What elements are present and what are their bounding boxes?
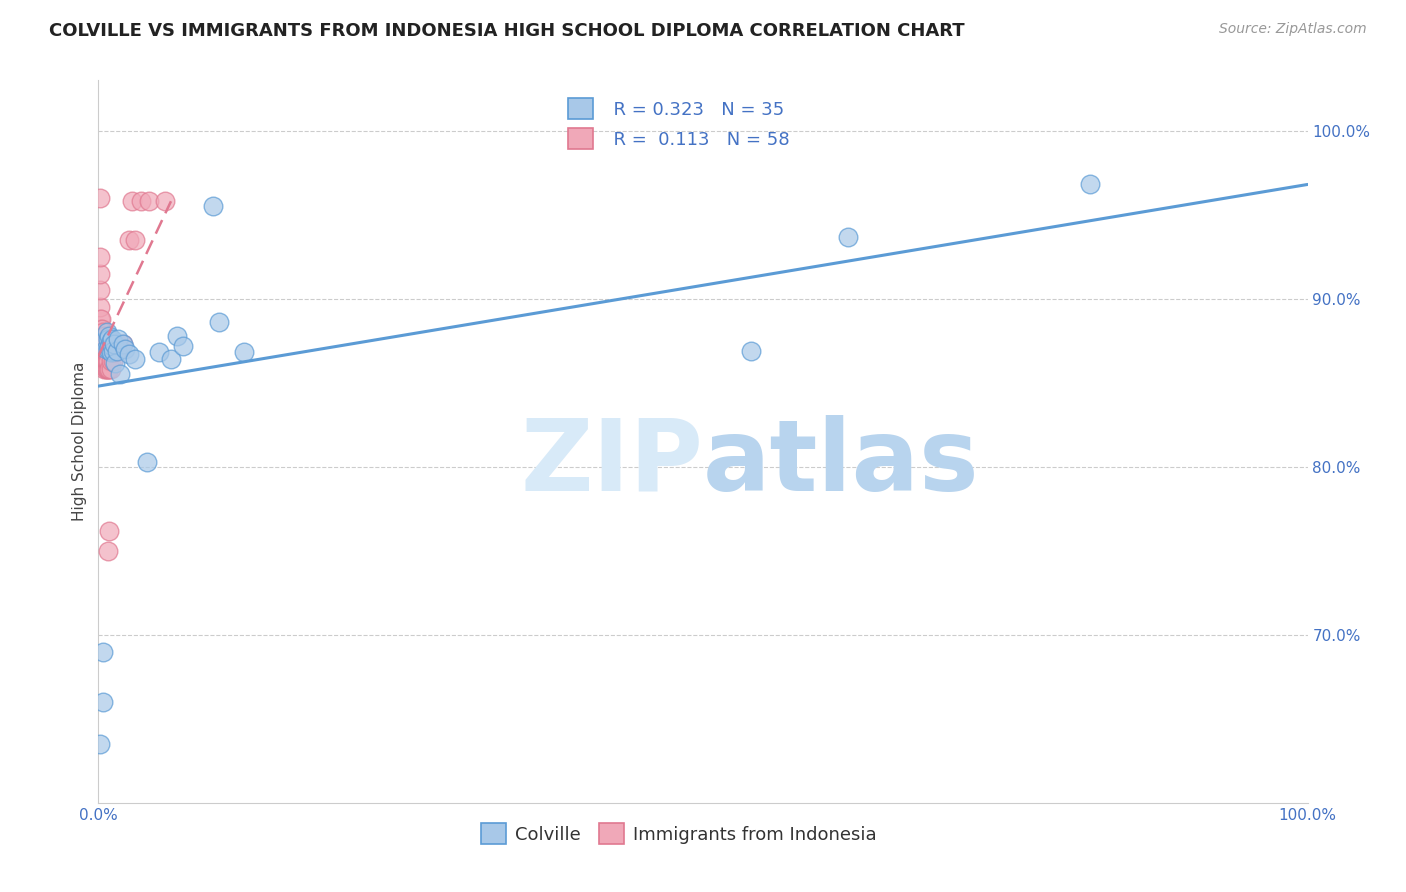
Point <box>98 524 121 538</box>
Point <box>97 362 120 376</box>
Text: atlas: atlas <box>703 415 980 512</box>
Text: ZIP: ZIP <box>520 415 703 512</box>
Point <box>138 194 160 209</box>
Point <box>91 342 114 356</box>
Point <box>104 342 127 356</box>
Point <box>93 355 115 369</box>
Point <box>91 334 114 348</box>
Point <box>96 354 118 368</box>
Point <box>97 332 120 346</box>
Point <box>91 355 114 369</box>
Point <box>1078 178 1101 192</box>
Point <box>93 334 115 348</box>
Point <box>91 337 114 351</box>
Legend: Colville, Immigrants from Indonesia: Colville, Immigrants from Indonesia <box>474 816 884 852</box>
Point <box>118 233 141 247</box>
Point <box>93 337 115 351</box>
Point <box>103 345 125 359</box>
Point <box>89 345 111 359</box>
Point <box>91 644 114 658</box>
Point <box>89 355 111 369</box>
Point <box>100 345 122 359</box>
Point <box>90 311 112 326</box>
Point <box>89 250 111 264</box>
Point <box>124 233 146 247</box>
Point <box>97 342 120 356</box>
Point <box>91 328 114 343</box>
Point <box>202 199 225 213</box>
Point <box>100 334 122 348</box>
Point <box>89 328 111 343</box>
Point <box>105 343 128 358</box>
Point <box>90 337 112 351</box>
Point <box>107 332 129 346</box>
Point <box>160 352 183 367</box>
Y-axis label: High School Diploma: High School Diploma <box>72 362 87 521</box>
Point <box>94 342 117 356</box>
Point <box>107 337 129 351</box>
Point <box>93 362 115 376</box>
Point <box>153 194 176 209</box>
Point <box>96 362 118 376</box>
Point <box>108 368 131 382</box>
Point <box>108 342 131 356</box>
Point <box>91 695 114 709</box>
Text: Source: ZipAtlas.com: Source: ZipAtlas.com <box>1219 22 1367 37</box>
Point <box>94 354 117 368</box>
Point <box>124 352 146 367</box>
Point <box>98 341 121 355</box>
Point <box>121 194 143 209</box>
Point <box>111 337 134 351</box>
Point <box>100 362 122 376</box>
Point <box>89 737 111 751</box>
Point <box>208 315 231 329</box>
Point <box>100 339 122 353</box>
Point <box>91 351 114 365</box>
Point <box>148 345 170 359</box>
Point <box>91 359 114 373</box>
Point <box>100 332 122 346</box>
Text: COLVILLE VS IMMIGRANTS FROM INDONESIA HIGH SCHOOL DIPLOMA CORRELATION CHART: COLVILLE VS IMMIGRANTS FROM INDONESIA HI… <box>49 22 965 40</box>
Point <box>101 343 124 358</box>
Point <box>90 322 112 336</box>
Point <box>97 543 120 558</box>
Point <box>93 328 115 343</box>
Point <box>98 362 121 376</box>
Point <box>232 345 254 359</box>
Point <box>94 362 117 376</box>
Point <box>91 345 114 359</box>
Point <box>89 283 111 297</box>
Point <box>104 355 127 369</box>
Point <box>103 337 125 351</box>
Point <box>135 455 157 469</box>
Point <box>114 342 136 356</box>
Point <box>89 267 111 281</box>
Point <box>90 328 112 343</box>
Point <box>172 339 194 353</box>
Point <box>91 326 114 340</box>
Point <box>111 337 134 351</box>
Point <box>101 354 124 368</box>
Point <box>166 328 188 343</box>
Point <box>93 345 115 359</box>
Point <box>100 345 122 359</box>
Point <box>91 322 114 336</box>
Point <box>98 328 121 343</box>
Point <box>89 311 111 326</box>
Point <box>89 337 111 351</box>
Point <box>94 345 117 359</box>
Point <box>100 354 122 368</box>
Point <box>90 345 112 359</box>
Point <box>90 355 112 369</box>
Point <box>97 354 120 368</box>
Point <box>129 194 152 209</box>
Point <box>89 322 111 336</box>
Point <box>96 326 118 340</box>
Point <box>96 345 118 359</box>
Point <box>837 229 859 244</box>
Point <box>118 347 141 361</box>
Point <box>89 300 111 314</box>
Point <box>89 191 111 205</box>
Point <box>740 343 762 358</box>
